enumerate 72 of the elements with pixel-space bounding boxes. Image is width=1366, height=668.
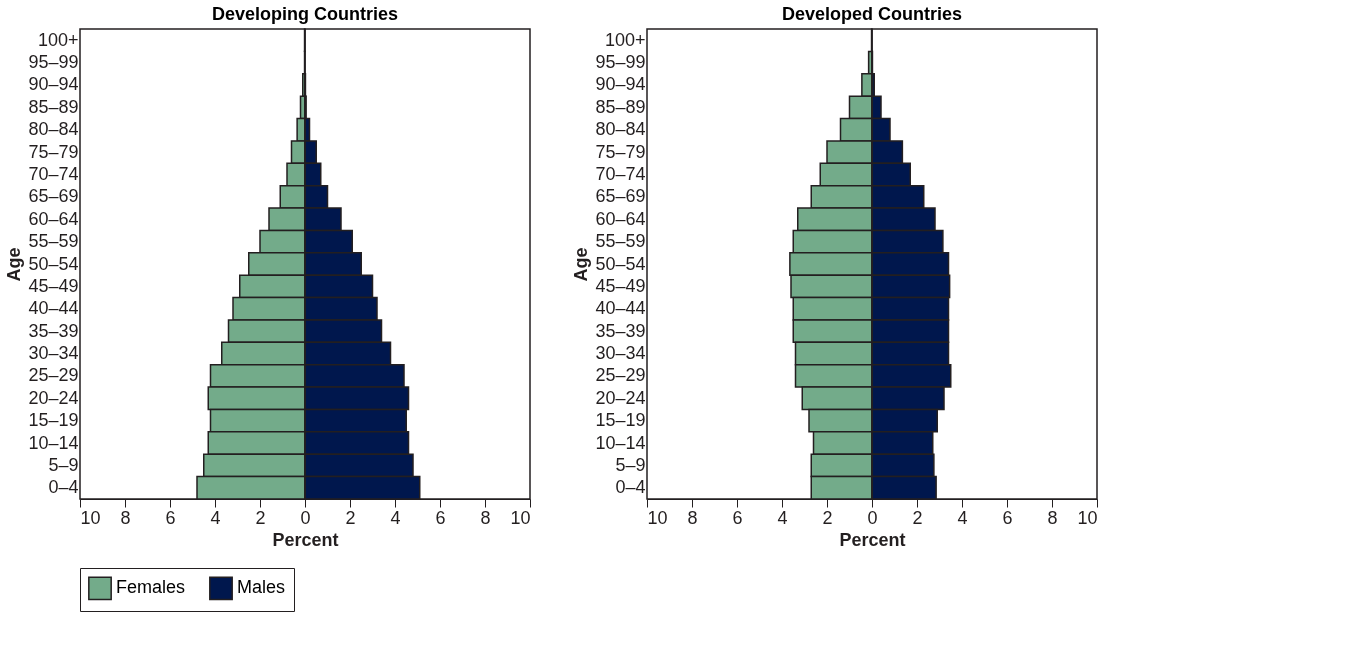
x-tick-label: 2 [345,507,356,528]
y-axis-title: Age [571,247,592,282]
y-tick-label: 60–64 [595,208,646,229]
y-tick-label: 20–24 [28,387,79,408]
y-tick-label: 75–79 [595,141,646,162]
y-tick-label: 20–24 [595,387,646,408]
y-tick-label: 0–4 [615,477,646,498]
x-tick-label: 2 [822,507,833,528]
y-tick-label: 10–14 [595,432,646,453]
chart-title: Developing Countries [211,4,399,25]
y-tick-label: 50–54 [28,253,79,274]
chart-title: Developed Countries [781,4,963,25]
y-tick-label: 95–99 [28,52,79,73]
x-tick-label: 6 [435,507,446,528]
y-tick-label: 30–34 [28,343,79,364]
x-tick-label: 4 [390,507,401,528]
x-tick-label: 6 [1002,507,1013,528]
x-tick-label: 8 [480,507,491,528]
x-tick-label: 0 [867,507,878,528]
y-tick-label: 65–69 [595,186,646,207]
y-tick-label: 45–49 [28,275,79,296]
y-tick-label: 35–39 [595,320,646,341]
x-tick-label: 6 [732,507,743,528]
y-axis-title: Age [4,247,25,282]
y-tick-label: 85–89 [595,96,646,117]
y-tick-label: 95–99 [595,52,646,73]
y-tick-label: 70–74 [28,163,79,184]
y-tick-label: 25–29 [595,365,646,386]
x-tick-label: 4 [210,507,221,528]
y-tick-label: 15–19 [595,410,646,431]
y-tick-label: 60–64 [28,208,79,229]
y-tick-label: 100+ [37,29,79,50]
y-tick-label: 40–44 [28,298,79,319]
y-tick-label: 0–4 [48,477,79,498]
x-tick-label: 10 [1077,507,1098,528]
x-tick-label: 2 [255,507,266,528]
y-tick-label: 55–59 [595,231,646,252]
x-tick-label: 2 [912,507,923,528]
y-tick-label: 55–59 [28,231,79,252]
y-tick-label: 100+ [604,29,646,50]
y-tick-label: 30–34 [595,343,646,364]
legend-label: Females [116,577,186,598]
y-tick-label: 75–79 [28,141,79,162]
y-tick-label: 85–89 [28,96,79,117]
x-tick-label: 8 [1047,507,1058,528]
y-tick-label: 90–94 [595,74,646,95]
y-tick-label: 70–74 [595,163,646,184]
y-tick-label: 5–9 [615,454,646,475]
y-tick-label: 50–54 [595,253,646,274]
x-tick-label: 10 [80,507,101,528]
y-tick-label: 90–94 [28,74,79,95]
x-tick-label: 4 [777,507,788,528]
y-tick-label: 15–19 [28,410,79,431]
y-tick-label: 35–39 [28,320,79,341]
x-tick-label: 8 [687,507,698,528]
y-tick-label: 65–69 [28,186,79,207]
x-axis-title: Percent [272,529,339,550]
y-tick-label: 40–44 [595,298,646,319]
y-tick-label: 5–9 [48,454,79,475]
y-tick-label: 45–49 [595,275,646,296]
x-tick-label: 8 [120,507,131,528]
x-tick-label: 10 [510,507,531,528]
x-tick-label: 10 [647,507,668,528]
y-tick-label: 10–14 [28,432,79,453]
x-tick-label: 0 [300,507,311,528]
y-tick-label: 80–84 [595,119,646,140]
y-tick-label: 25–29 [28,365,79,386]
y-tick-label: 80–84 [28,119,79,140]
x-axis-title: Percent [839,529,906,550]
legend-label: Males [237,577,286,598]
x-tick-label: 4 [957,507,968,528]
x-tick-label: 6 [165,507,176,528]
